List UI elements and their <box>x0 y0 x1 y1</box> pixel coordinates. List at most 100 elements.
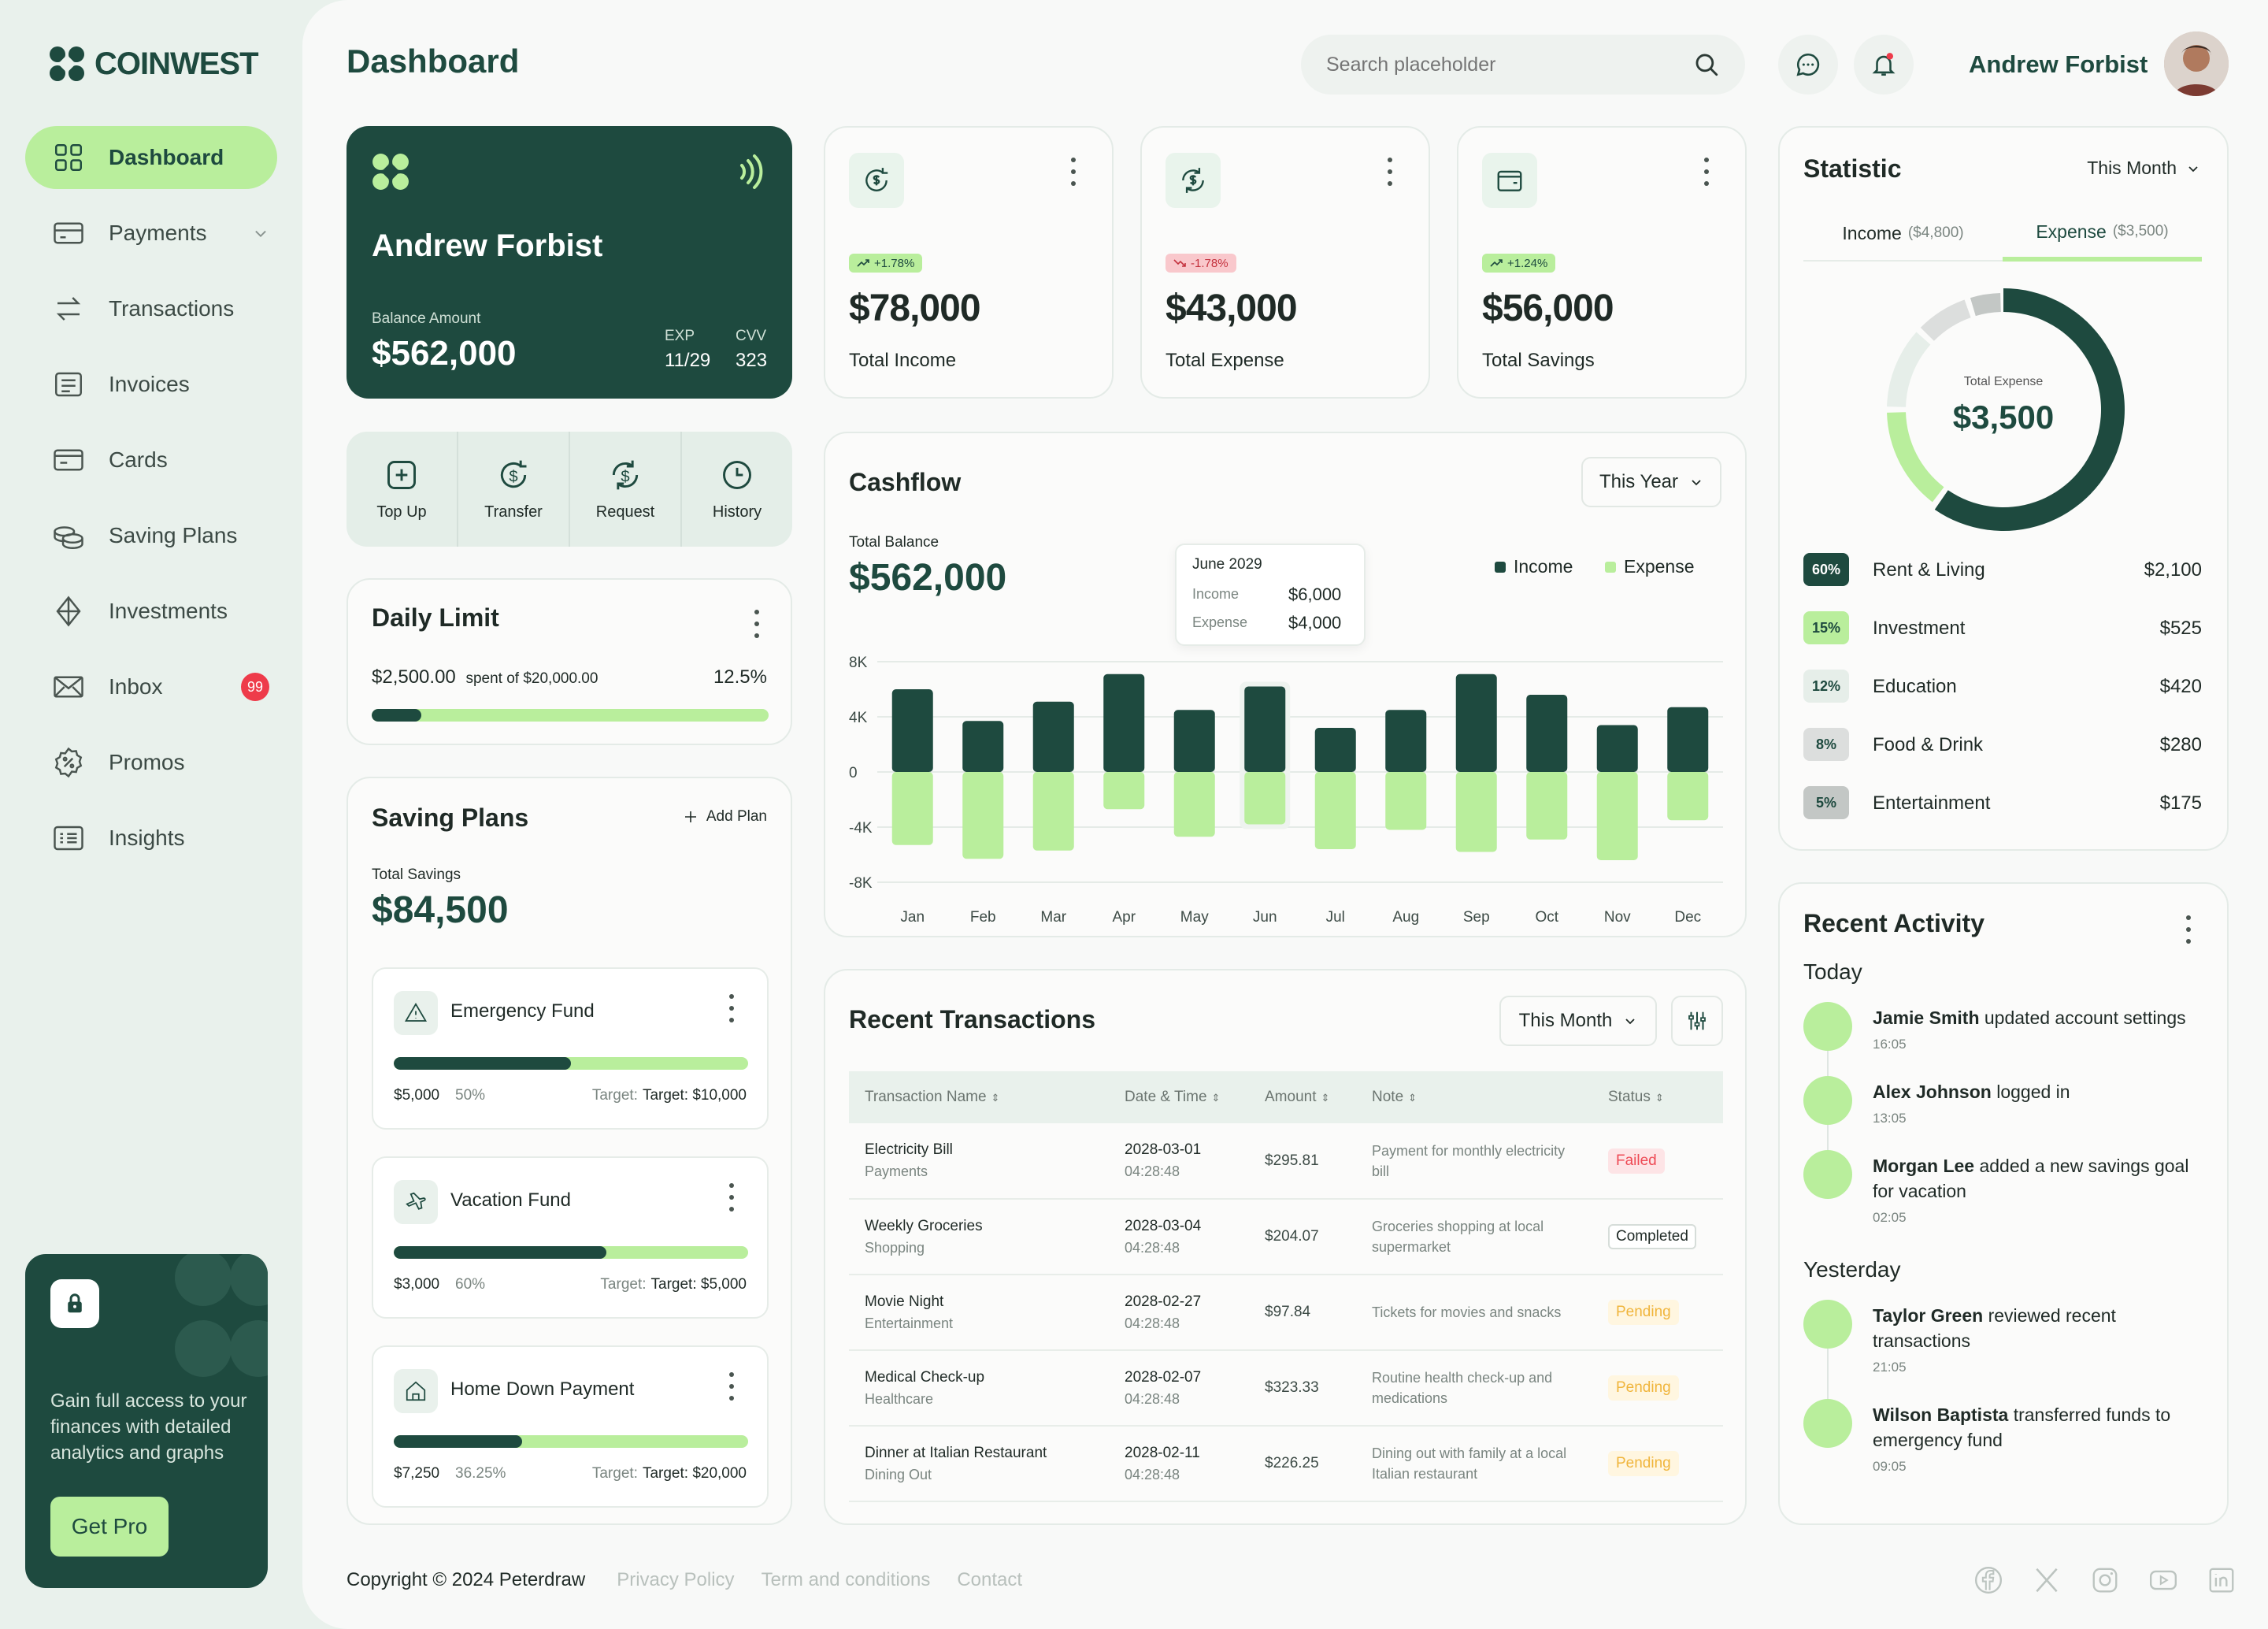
income-bar-dec[interactable] <box>1667 707 1709 772</box>
sidebar-item-dashboard[interactable]: Dashboard <box>25 126 277 189</box>
donut-slice-education[interactable] <box>1887 332 1931 407</box>
statistic-period-select[interactable]: This Month <box>2087 158 2200 179</box>
expense-category-row[interactable]: 8% Food & Drink $280 <box>1803 728 2202 764</box>
table-row[interactable]: Electricity Bill Payments 2028-03-01 04:28:… <box>849 1123 1723 1199</box>
sidebar-item-cards[interactable]: Cards <box>25 429 277 492</box>
stat-menu-icon[interactable] <box>1069 158 1077 186</box>
column-header[interactable]: Date & Time ⇕ <box>1109 1071 1249 1123</box>
expense-bar-apr[interactable] <box>1103 772 1145 810</box>
saving-plan-item[interactable]: Emergency Fund $5,000 50% Target: Target: $1… <box>372 967 769 1130</box>
expense-bar-feb[interactable] <box>962 772 1004 859</box>
column-header[interactable]: Amount ⇕ <box>1249 1071 1356 1123</box>
activity-item[interactable]: Taylor Green reviewed recent transaction… <box>1803 1300 2213 1399</box>
youtube-icon[interactable] <box>2148 1565 2178 1595</box>
daily-limit-menu-icon[interactable] <box>753 610 761 638</box>
table-row[interactable]: Movie Night Entertainment 2028-02-27 04:28:… <box>849 1275 1723 1350</box>
linkedin-icon[interactable] <box>2207 1565 2236 1595</box>
income-bar-mar[interactable] <box>1032 701 1074 772</box>
cashflow-period-select[interactable]: This Year <box>1581 457 1721 507</box>
activity-item[interactable]: Alex Johnson logged in 13:05 <box>1803 1076 2213 1150</box>
table-row[interactable]: Dinner at Italian Restaurant Dining Out 20… <box>849 1426 1723 1501</box>
sidebar-item-insights[interactable]: Insights <box>25 807 277 870</box>
stat-card-total-income[interactable]: +1.78% $78,000 Total Income <box>824 126 1114 399</box>
stat-menu-icon[interactable] <box>1703 158 1710 186</box>
get-pro-button[interactable]: Get Pro <box>50 1497 169 1557</box>
column-header[interactable]: Note ⇕ <box>1356 1071 1592 1123</box>
search-icon[interactable] <box>1693 51 1720 78</box>
column-header[interactable]: Transaction Name ⇕ <box>849 1071 1109 1123</box>
plan-menu-icon[interactable] <box>728 1372 736 1401</box>
instagram-icon[interactable] <box>2090 1565 2120 1595</box>
expense-bar-nov[interactable] <box>1596 772 1638 860</box>
donut-slice-investment[interactable] <box>1887 412 1944 503</box>
sort-icon[interactable]: ⇕ <box>991 1092 1000 1104</box>
terms-link[interactable]: Term and conditions <box>761 1569 931 1590</box>
expense-bar-jun[interactable] <box>1244 772 1286 825</box>
x-icon[interactable] <box>2032 1565 2062 1595</box>
tab-income[interactable]: Income ($4,800) <box>1803 206 2003 260</box>
brand-logo[interactable]: COINWEST <box>49 46 259 82</box>
search-bar[interactable] <box>1301 35 1745 95</box>
expense-bar-sep[interactable] <box>1455 772 1497 852</box>
expense-bar-dec[interactable] <box>1667 772 1709 821</box>
expense-category-row[interactable]: 60% Rent & Living $2,100 <box>1803 553 2202 589</box>
donut-slice-rent-living[interactable] <box>1934 288 2125 531</box>
saving-plan-item[interactable]: Vacation Fund $3,000 60% Target: Target: $5,… <box>372 1156 769 1319</box>
income-bar-jul[interactable] <box>1314 728 1356 772</box>
privacy-link[interactable]: Privacy Policy <box>617 1569 735 1590</box>
column-header[interactable]: Status ⇕ <box>1592 1071 1723 1123</box>
plan-menu-icon[interactable] <box>728 1183 736 1212</box>
donut-slice-entertainment[interactable] <box>1970 293 2001 317</box>
avatar[interactable] <box>2164 32 2229 96</box>
chat-button[interactable] <box>1778 35 1838 95</box>
user-name[interactable]: Andrew Forbist <box>1969 50 2148 78</box>
income-bar-apr[interactable] <box>1103 673 1145 772</box>
sidebar-item-payments[interactable]: Payments <box>25 202 277 265</box>
table-row[interactable]: Weekly Groceries Shopping 2028-03-04 04:28:… <box>849 1199 1723 1275</box>
income-bar-jun[interactable] <box>1244 686 1286 773</box>
notification-button[interactable] <box>1854 35 1914 95</box>
sidebar-item-transactions[interactable]: Transactions <box>25 277 277 340</box>
filter-button[interactable] <box>1671 996 1723 1046</box>
activity-item[interactable]: Morgan Lee added a new savings goal for … <box>1803 1150 2213 1249</box>
income-bar-feb[interactable] <box>962 721 1004 772</box>
donut-slice-food-drink[interactable] <box>1920 299 1971 341</box>
expense-bar-aug[interactable] <box>1385 772 1427 830</box>
request-action[interactable]: $ Request <box>570 432 682 547</box>
sort-icon[interactable]: ⇕ <box>1655 1092 1664 1104</box>
sort-icon[interactable]: ⇕ <box>1408 1092 1418 1104</box>
chevron-down-icon[interactable] <box>252 224 269 242</box>
history-action[interactable]: History <box>682 432 792 547</box>
activity-item[interactable]: Wilson Baptista transferred funds to eme… <box>1803 1399 2213 1498</box>
activity-item[interactable]: Jamie Smith updated account settings 16:0… <box>1803 1002 2213 1076</box>
contact-link[interactable]: Contact <box>957 1569 1023 1590</box>
top-up-action[interactable]: Top Up <box>346 432 458 547</box>
sidebar-item-promos[interactable]: Promos <box>25 731 277 794</box>
income-bar-oct[interactable] <box>1526 695 1568 772</box>
expense-bar-mar[interactable] <box>1032 772 1074 851</box>
add-plan-button[interactable]: Add Plan <box>683 808 767 826</box>
expense-bar-oct[interactable] <box>1526 772 1568 840</box>
sidebar-item-inbox[interactable]: Inbox 99 <box>25 655 277 718</box>
table-row[interactable]: Medical Check-up Healthcare 2028-02-07 04:2… <box>849 1350 1723 1426</box>
stat-card-total-expense[interactable]: -1.78% $43,000 Total Expense <box>1140 126 1430 399</box>
plan-menu-icon[interactable] <box>728 994 736 1022</box>
facebook-icon[interactable] <box>1973 1565 2003 1595</box>
sidebar-item-saving-plans[interactable]: Saving Plans <box>25 504 277 567</box>
balance-card[interactable]: Andrew Forbist Balance Amount $562,000 E… <box>346 126 792 399</box>
expense-category-row[interactable]: 15% Investment $525 <box>1803 611 2202 648</box>
income-bar-nov[interactable] <box>1596 725 1638 773</box>
sidebar-item-invoices[interactable]: Invoices <box>25 353 277 416</box>
expense-bar-may[interactable] <box>1173 772 1215 837</box>
stat-card-total-savings[interactable]: +1.24% $56,000 Total Savings <box>1457 126 1747 399</box>
expense-category-row[interactable]: 5% Entertainment $175 <box>1803 786 2202 822</box>
expense-bar-jan[interactable] <box>891 772 933 845</box>
activity-menu-icon[interactable] <box>2185 915 2192 944</box>
income-bar-may[interactable] <box>1173 710 1215 772</box>
expense-bar-jul[interactable] <box>1314 772 1356 849</box>
stat-menu-icon[interactable] <box>1386 158 1394 186</box>
sort-icon[interactable]: ⇕ <box>1211 1092 1221 1104</box>
sidebar-item-investments[interactable]: Investments <box>25 580 277 643</box>
saving-plan-item[interactable]: Home Down Payment $7,250 36.25% Target: Targ… <box>372 1345 769 1508</box>
income-bar-jan[interactable] <box>891 689 933 772</box>
